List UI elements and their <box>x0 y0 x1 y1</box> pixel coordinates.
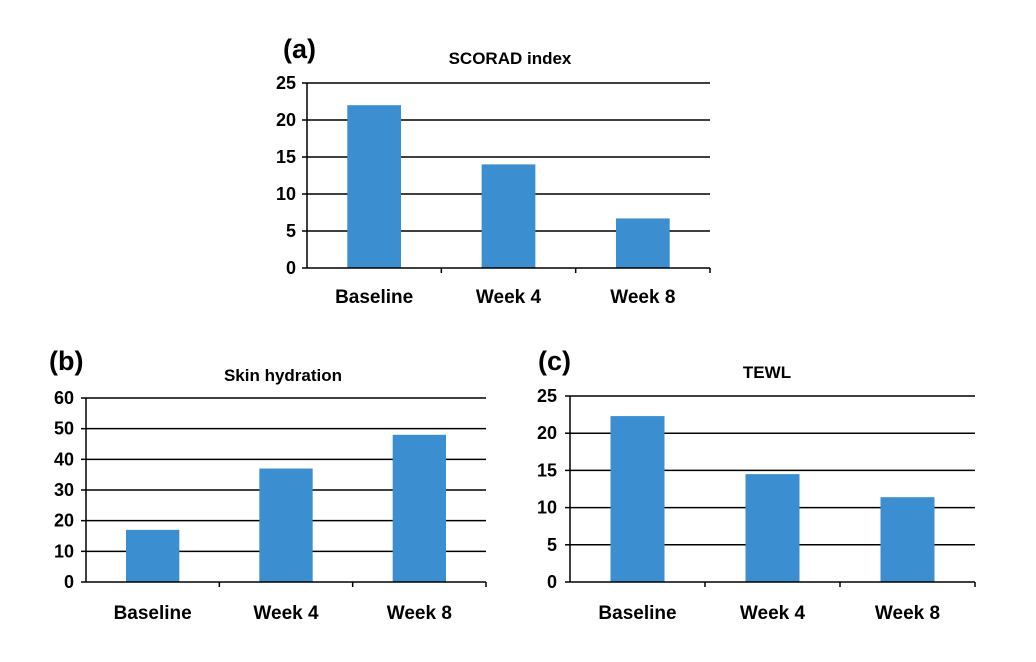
bar-week-4 <box>259 468 313 582</box>
x-tick-label: Week 8 <box>610 287 675 308</box>
bar-week-4 <box>745 474 800 582</box>
panel-label-a: (a) <box>283 34 316 64</box>
y-tick-label: 30 <box>54 480 74 500</box>
y-tick-label: 40 <box>54 449 74 469</box>
x-tick-label: Baseline <box>114 603 192 624</box>
y-tick-label: 20 <box>537 423 557 443</box>
bar-baseline <box>126 529 180 582</box>
x-tick-label: Week 4 <box>253 603 319 624</box>
chart-panel-b: (b) Skin hydration 0 10 20 30 40 50 60 Baseline We… <box>49 346 487 624</box>
chart-title-c: TEWL <box>743 363 791 382</box>
bar-week-4 <box>481 164 536 268</box>
chart-title-b: Skin hydration <box>224 366 342 385</box>
y-tick-label: 0 <box>64 572 74 592</box>
panel-label-b: (b) <box>49 346 83 376</box>
y-tick-label: 20 <box>276 110 296 130</box>
bar-week-8 <box>392 434 446 582</box>
y-tick-label: 20 <box>54 511 74 531</box>
y-tick-label: 25 <box>537 386 557 406</box>
x-tick-label: Baseline <box>335 287 413 308</box>
y-tick-label: 50 <box>54 419 74 439</box>
y-tick-label: 10 <box>54 541 74 561</box>
x-tick-label: Week 4 <box>740 603 806 624</box>
chart-title-a: SCORAD index <box>449 49 572 68</box>
bar-week-8 <box>615 218 670 268</box>
y-tick-label: 25 <box>276 73 296 93</box>
y-tick-label: 10 <box>537 498 557 518</box>
y-tick-label: 5 <box>286 221 296 241</box>
y-tick-label: 5 <box>547 535 557 555</box>
x-tick-label: Baseline <box>598 603 676 624</box>
bar-week-8 <box>880 497 935 582</box>
chart-panel-c: (c) TEWL 0 5 10 15 20 25 Baseline Week 4 Week 8 <box>537 346 976 624</box>
panel-label-c: (c) <box>538 346 571 376</box>
y-tick-label: 0 <box>547 572 557 592</box>
y-tick-label: 0 <box>286 258 296 278</box>
bar-baseline <box>347 105 402 268</box>
x-tick-label: Week 8 <box>387 603 452 624</box>
y-tick-label: 10 <box>276 184 296 204</box>
y-tick-label: 60 <box>54 388 74 408</box>
y-tick-label: 15 <box>537 460 557 480</box>
chart-panel-a: (a) SCORAD index 0 5 10 15 20 25 Baseline Week 4 W… <box>276 34 711 308</box>
bar-baseline <box>610 416 665 582</box>
x-tick-label: Week 8 <box>875 603 940 624</box>
x-tick-label: Week 4 <box>476 287 542 308</box>
y-tick-label: 15 <box>276 147 296 167</box>
